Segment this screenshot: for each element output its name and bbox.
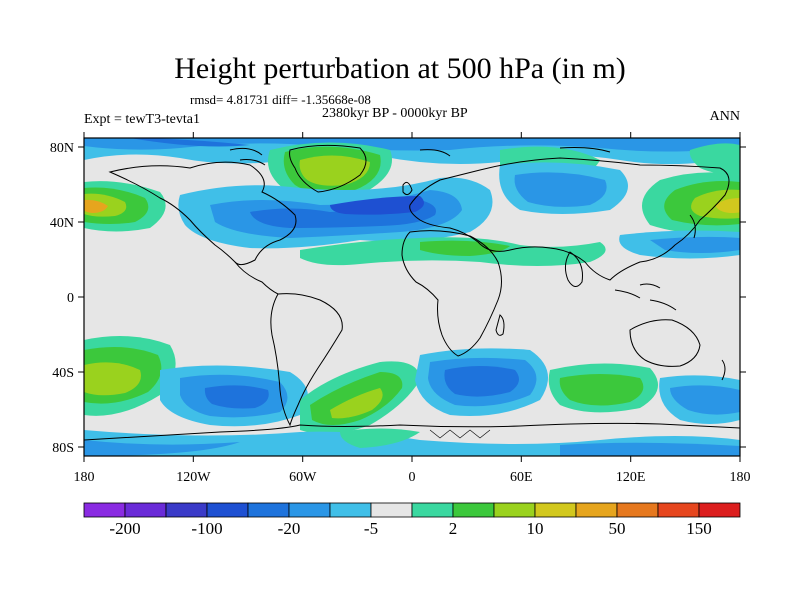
colorbar: -200 -100 -20 -5 2 10 50 150 bbox=[83, 502, 741, 538]
colorbar-swatch bbox=[165, 502, 208, 518]
colorbar-swatch bbox=[247, 502, 290, 518]
colorbar-swatch bbox=[83, 502, 126, 518]
colorbar-swatch bbox=[575, 502, 618, 518]
lat-label-40s: 40S bbox=[52, 366, 74, 381]
contour-field bbox=[84, 138, 740, 456]
colorbar-label: -20 bbox=[278, 519, 301, 538]
lat-label-0: 0 bbox=[67, 291, 74, 306]
colorbar-swatch bbox=[124, 502, 167, 518]
lon-label-60e: 60E bbox=[510, 470, 533, 485]
colorbar-label: 2 bbox=[449, 519, 458, 538]
colorbar-label: 50 bbox=[609, 519, 626, 538]
colorbar-swatch bbox=[698, 502, 741, 518]
experiment-label: Expt = tewT3-tevta1 bbox=[84, 112, 200, 127]
colorbar-swatch bbox=[329, 502, 372, 518]
lon-axis: 180 120W 60W 0 60E 120E 180 bbox=[74, 132, 751, 485]
colorbar-swatch bbox=[206, 502, 249, 518]
colorbar-swatch bbox=[370, 502, 413, 518]
colorbar-swatch bbox=[534, 502, 577, 518]
lon-label-120e: 120E bbox=[616, 470, 646, 485]
lon-label-120w: 120W bbox=[176, 470, 211, 485]
period-label: 2380kyr BP - 0000kyr BP bbox=[322, 106, 468, 121]
colorbar-label: 10 bbox=[527, 519, 544, 538]
colorbar-swatch bbox=[493, 502, 536, 518]
season-label: ANN bbox=[709, 109, 740, 124]
stats-line: rmsd= 4.81731 diff= -1.35668e-08 bbox=[190, 92, 371, 107]
colorbar-swatch bbox=[657, 502, 700, 518]
lat-label-80s: 80S bbox=[52, 441, 74, 456]
plot-title: Height perturbation at 500 hPa (in m) bbox=[174, 52, 626, 85]
lat-axis: 80N 40N 0 40S 80S bbox=[50, 141, 746, 456]
colorbar-label: -100 bbox=[191, 519, 222, 538]
colorbar-swatch bbox=[288, 502, 331, 518]
lon-label-180w: 180 bbox=[74, 470, 95, 485]
coastlines bbox=[84, 144, 740, 441]
lat-label-80n: 80N bbox=[50, 141, 74, 156]
lat-label-40n: 40N bbox=[50, 216, 74, 231]
colorbar-label: -5 bbox=[364, 519, 378, 538]
lon-label-60w: 60W bbox=[289, 470, 317, 485]
lon-label-0: 0 bbox=[409, 470, 416, 485]
lon-label-180e: 180 bbox=[730, 470, 751, 485]
colorbar-label: -200 bbox=[109, 519, 140, 538]
colorbar-swatch bbox=[616, 502, 659, 518]
colorbar-swatch bbox=[452, 502, 495, 518]
colorbar-swatch bbox=[411, 502, 454, 518]
colorbar-label: 150 bbox=[686, 519, 712, 538]
